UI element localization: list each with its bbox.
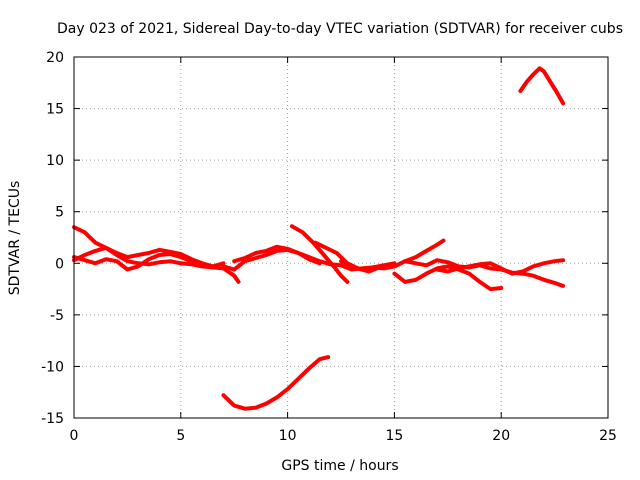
grid — [74, 57, 608, 418]
y-tick-label: 10 — [46, 153, 64, 169]
x-tick-label: 25 — [599, 428, 617, 444]
x-tick-label: 10 — [279, 428, 297, 444]
y-tick-label: 5 — [55, 205, 64, 221]
x-tick-label: 20 — [492, 428, 510, 444]
series-arc-11 — [435, 258, 566, 276]
x-tick-label: 5 — [176, 428, 185, 444]
plot-frame — [73, 56, 609, 419]
tick-labels: 0 5 10 15 20 25 -15 -10 -5 0 5 10 15 20 — [41, 50, 617, 444]
ticks — [73, 56, 609, 419]
y-tick-label: 20 — [46, 50, 64, 66]
y-tick-label: -5 — [50, 308, 64, 324]
x-tick-label: 0 — [70, 428, 79, 444]
series-arc-13 — [518, 66, 566, 106]
series-group — [72, 66, 566, 411]
series-arc-6 — [289, 224, 350, 284]
series-arc-8 — [339, 238, 446, 272]
y-tick-label: -10 — [41, 359, 64, 375]
y-axis-label: SDTVAR / TECUs — [7, 181, 23, 296]
y-tick-label: 15 — [46, 102, 64, 118]
y-tick-label: 0 — [55, 256, 64, 272]
series-arc-9 — [392, 264, 504, 292]
series-arc-3 — [72, 252, 215, 272]
y-tick-label: -15 — [41, 411, 64, 427]
series-arc-1 — [72, 225, 241, 284]
chart-title: Day 023 of 2021, Sidereal Day-to-day VTE… — [57, 21, 623, 37]
x-axis-label: GPS time / hours — [281, 458, 398, 474]
series-arc-10 — [403, 258, 566, 288]
series-arc-12 — [221, 355, 331, 411]
x-tick-label: 15 — [385, 428, 403, 444]
